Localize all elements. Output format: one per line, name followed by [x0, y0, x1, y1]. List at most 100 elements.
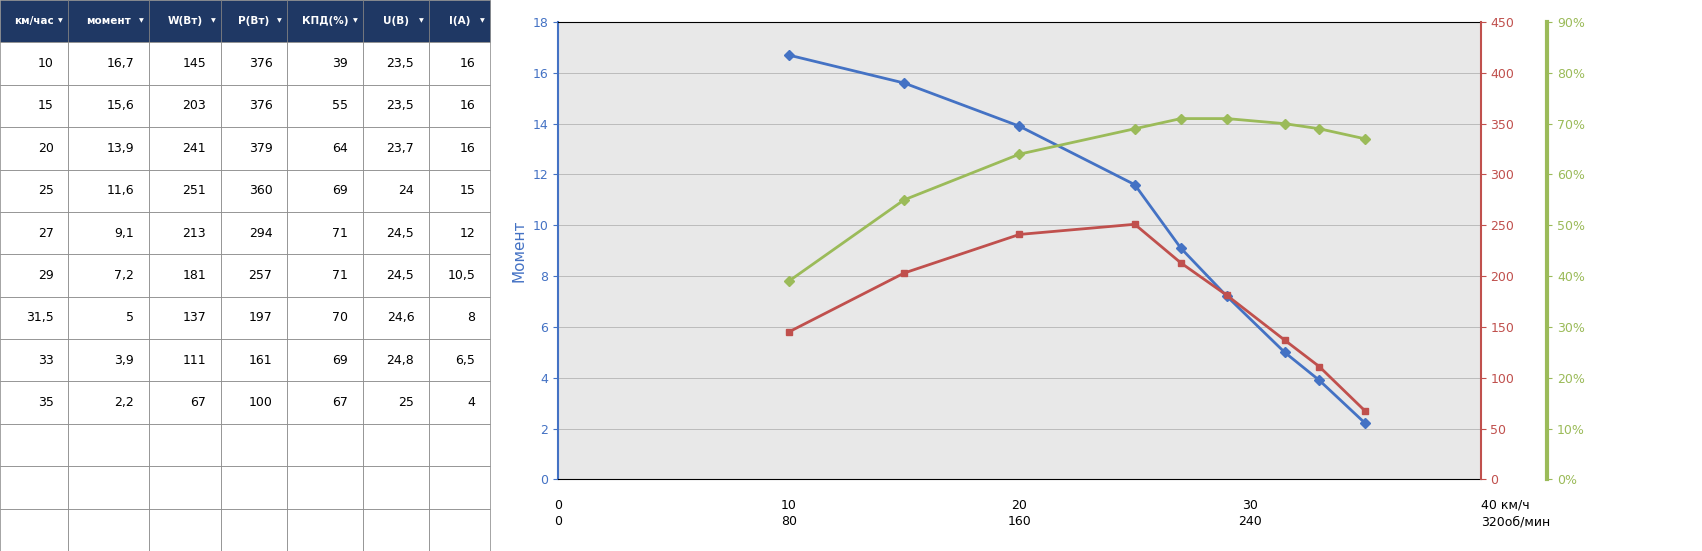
- FancyBboxPatch shape: [363, 509, 429, 551]
- W: [1309, 363, 1329, 370]
- Text: 23,5: 23,5: [386, 57, 414, 70]
- W: [1009, 231, 1030, 237]
- FancyBboxPatch shape: [0, 296, 68, 339]
- Text: 320об/мин: 320об/мин: [1481, 516, 1551, 528]
- Text: 0: 0: [555, 499, 562, 512]
- Text: 7,2: 7,2: [114, 269, 134, 282]
- Text: Р(Вт): Р(Вт): [238, 16, 269, 26]
- Text: 16,7: 16,7: [107, 57, 134, 70]
- FancyBboxPatch shape: [150, 42, 221, 85]
- FancyBboxPatch shape: [221, 296, 288, 339]
- FancyBboxPatch shape: [221, 42, 288, 85]
- FancyBboxPatch shape: [221, 0, 288, 42]
- FancyBboxPatch shape: [0, 127, 68, 170]
- Text: ▼: ▼: [352, 19, 357, 24]
- Text: I(А): I(А): [449, 16, 470, 26]
- Y-axis label: Момент: Момент: [512, 219, 528, 282]
- FancyBboxPatch shape: [68, 255, 150, 296]
- Text: 161: 161: [248, 354, 272, 367]
- Text: 111: 111: [182, 354, 206, 367]
- Text: 67: 67: [191, 396, 206, 409]
- Момент: [1217, 293, 1237, 300]
- Text: 6,5: 6,5: [456, 354, 475, 367]
- FancyBboxPatch shape: [288, 339, 363, 381]
- FancyBboxPatch shape: [150, 0, 221, 42]
- FancyBboxPatch shape: [221, 85, 288, 127]
- Момент: [1009, 123, 1030, 129]
- Text: 100: 100: [248, 396, 272, 409]
- FancyBboxPatch shape: [68, 0, 150, 42]
- Text: 241: 241: [182, 142, 206, 155]
- FancyBboxPatch shape: [150, 296, 221, 339]
- Text: 29: 29: [37, 269, 53, 282]
- FancyBboxPatch shape: [150, 170, 221, 212]
- Text: 24,8: 24,8: [386, 354, 414, 367]
- FancyBboxPatch shape: [150, 85, 221, 127]
- Text: 25: 25: [398, 396, 414, 409]
- FancyBboxPatch shape: [150, 509, 221, 551]
- Text: 80: 80: [781, 516, 797, 528]
- Text: 13,9: 13,9: [107, 142, 134, 155]
- FancyBboxPatch shape: [68, 85, 150, 127]
- Text: 71: 71: [332, 269, 347, 282]
- FancyBboxPatch shape: [150, 466, 221, 509]
- Line: Момент: Момент: [785, 52, 1368, 427]
- FancyBboxPatch shape: [221, 212, 288, 255]
- FancyBboxPatch shape: [288, 509, 363, 551]
- FancyBboxPatch shape: [288, 255, 363, 296]
- FancyBboxPatch shape: [363, 466, 429, 509]
- Text: 20: 20: [37, 142, 53, 155]
- FancyBboxPatch shape: [68, 424, 150, 466]
- КПД: [1309, 126, 1329, 132]
- FancyBboxPatch shape: [363, 339, 429, 381]
- FancyBboxPatch shape: [68, 170, 150, 212]
- КПД: [1009, 151, 1030, 158]
- КПД: [778, 278, 798, 284]
- FancyBboxPatch shape: [0, 424, 68, 466]
- Момент: [1275, 349, 1295, 355]
- FancyBboxPatch shape: [0, 381, 68, 424]
- FancyBboxPatch shape: [221, 339, 288, 381]
- FancyBboxPatch shape: [68, 381, 150, 424]
- FancyBboxPatch shape: [363, 85, 429, 127]
- Text: U(В): U(В): [383, 16, 408, 26]
- FancyBboxPatch shape: [221, 466, 288, 509]
- Text: 3,9: 3,9: [114, 354, 134, 367]
- КПД: [1217, 115, 1237, 122]
- Момент: [1171, 245, 1191, 251]
- FancyBboxPatch shape: [150, 424, 221, 466]
- W: [1355, 408, 1375, 414]
- Text: 11,6: 11,6: [107, 184, 134, 197]
- Text: 213: 213: [182, 226, 206, 240]
- Text: 40 км/ч: 40 км/ч: [1481, 499, 1530, 512]
- FancyBboxPatch shape: [429, 339, 490, 381]
- FancyBboxPatch shape: [288, 296, 363, 339]
- FancyBboxPatch shape: [150, 127, 221, 170]
- КПД: [1275, 120, 1295, 127]
- FancyBboxPatch shape: [288, 127, 363, 170]
- FancyBboxPatch shape: [221, 424, 288, 466]
- Text: 23,5: 23,5: [386, 100, 414, 112]
- Text: 15,6: 15,6: [107, 100, 134, 112]
- Text: W(Вт): W(Вт): [167, 16, 203, 26]
- Text: 137: 137: [182, 311, 206, 325]
- КПД: [894, 197, 914, 203]
- Text: 71: 71: [332, 226, 347, 240]
- Text: момент: момент: [87, 16, 131, 26]
- Text: 0: 0: [555, 516, 562, 528]
- Text: 257: 257: [248, 269, 272, 282]
- Text: ▼: ▼: [140, 19, 145, 24]
- Text: 16: 16: [460, 142, 475, 155]
- Text: ▼: ▼: [211, 19, 216, 24]
- Text: 24,5: 24,5: [386, 226, 414, 240]
- FancyBboxPatch shape: [288, 0, 363, 42]
- Text: 24: 24: [398, 184, 414, 197]
- FancyBboxPatch shape: [0, 170, 68, 212]
- Text: 39: 39: [332, 57, 347, 70]
- FancyBboxPatch shape: [0, 339, 68, 381]
- W: [778, 329, 798, 336]
- Text: 145: 145: [182, 57, 206, 70]
- Text: 360: 360: [248, 184, 272, 197]
- FancyBboxPatch shape: [429, 170, 490, 212]
- FancyBboxPatch shape: [429, 212, 490, 255]
